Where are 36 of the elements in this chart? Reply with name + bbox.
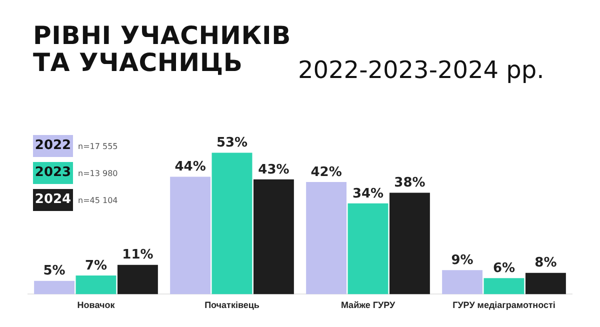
text: n=17 555 xyxy=(78,142,118,150)
text: 2024 xyxy=(33,189,73,211)
data-label: 6% xyxy=(492,261,516,276)
bar xyxy=(442,270,483,294)
data-label: 34% xyxy=(352,186,384,202)
data-label: 38% xyxy=(394,176,426,191)
text: 2023 xyxy=(33,162,73,184)
bar xyxy=(306,182,347,294)
bar xyxy=(76,276,116,294)
bar xyxy=(348,203,388,294)
data-label: 43% xyxy=(258,162,290,178)
data-label: 11% xyxy=(122,248,154,263)
text: 2022 xyxy=(33,135,73,157)
bar xyxy=(253,179,294,294)
data-label: 42% xyxy=(310,164,342,180)
bar xyxy=(525,272,566,294)
x-tick-label: Новачок xyxy=(77,300,116,310)
bar xyxy=(34,280,75,294)
annotation: n=45 104 xyxy=(78,196,118,204)
bar xyxy=(117,264,158,294)
x-tick-label: Майже ГУРУ xyxy=(340,300,396,310)
data-label: 44% xyxy=(174,160,206,175)
chart-subtitle: 2022-2023-2024 рр. xyxy=(298,56,544,84)
chart-title: РІВНІ УЧАСНИКІВ ТА УЧАСНИЦЬ xyxy=(33,21,291,77)
data-label: 9% xyxy=(451,253,474,268)
annotation: n=13 980 xyxy=(78,168,118,178)
data-label: 7% xyxy=(84,258,108,274)
data-label: 53% xyxy=(216,136,248,151)
data-label: 5% xyxy=(43,264,66,279)
x-tick-label: ГУРУ медіаграмотності xyxy=(452,300,556,310)
bar xyxy=(484,278,524,294)
x-tick-label: Початківець xyxy=(204,300,260,310)
bar xyxy=(170,176,211,294)
data-label: 8% xyxy=(534,256,557,271)
bar xyxy=(212,152,252,294)
bar xyxy=(389,192,430,294)
